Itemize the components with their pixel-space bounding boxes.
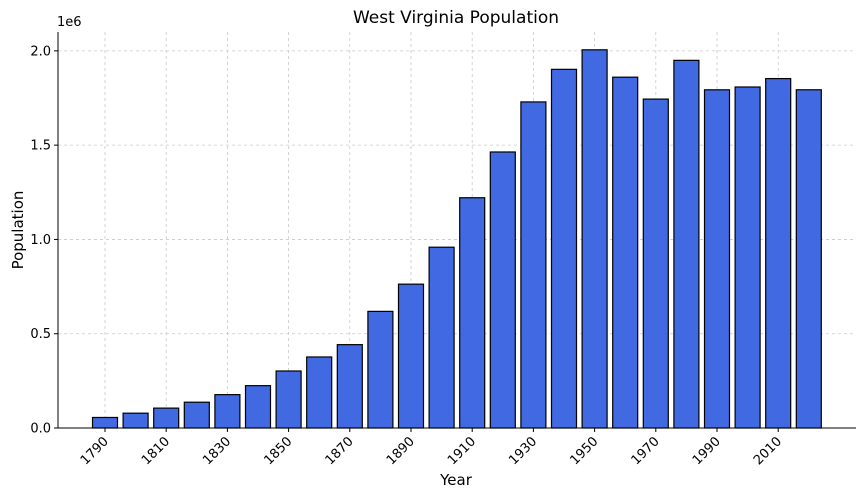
bar-1790 (91, 416, 119, 429)
bar-2010 (765, 77, 792, 429)
bar-1970 (642, 98, 669, 429)
bar-1850 (275, 370, 302, 429)
y-tick-label: 1.5 (30, 139, 51, 154)
x-tick-label: 1930 (506, 434, 540, 468)
bar-1940 (550, 68, 578, 429)
bar-1980 (673, 59, 700, 429)
bar-2020 (795, 89, 822, 429)
x-tick-label: 1830 (200, 434, 234, 468)
bar-1840 (244, 385, 272, 429)
bar-1870 (336, 344, 363, 429)
y-axis-label: Population (9, 191, 27, 270)
chart-title: West Virginia Population (353, 8, 559, 28)
x-tick-label: 1870 (323, 434, 357, 468)
bar-1900 (428, 246, 455, 429)
y-tick-label: 1.0 (30, 233, 51, 248)
x-tick-label: 1790 (78, 434, 112, 468)
x-tick-label: 1850 (261, 434, 295, 468)
y-tick-label: 0.5 (30, 327, 51, 342)
x-tick-label: 1890 (384, 434, 418, 468)
bar-1920 (489, 151, 516, 429)
bar-1830 (214, 394, 241, 429)
bar-1950 (581, 49, 608, 429)
x-tick-label: 2010 (751, 434, 785, 468)
bar-1820 (183, 401, 210, 429)
bar-1810 (153, 407, 180, 429)
bar-1800 (122, 412, 149, 429)
bar-1880 (367, 310, 394, 429)
bar-1860 (306, 356, 333, 429)
x-tick-label: 1990 (690, 434, 724, 468)
y-tick-label: 0.0 (30, 422, 51, 437)
bar-2000 (734, 86, 761, 429)
bars (91, 49, 822, 429)
x-tick-label: 1950 (567, 434, 601, 468)
x-ticks: 1790 1810 1830 1850 1870 1890 1910 1930 1950 1970… (78, 428, 785, 468)
y-ticks: 0.0 0.5 1.0 1.5 2.0 (30, 44, 58, 437)
x-tick-label: 1970 (629, 434, 663, 468)
axes (57, 32, 856, 429)
x-tick-label: 1910 (445, 434, 479, 468)
y-tick-label: 2.0 (30, 44, 51, 59)
y-scale-label: 1e6 (57, 15, 82, 30)
x-axis-label: Year (439, 471, 473, 489)
bar-1960 (612, 76, 639, 429)
x-tick-label: 1810 (139, 434, 173, 468)
bar-1910 (459, 197, 486, 429)
bar-1890 (397, 283, 425, 429)
bar-1930 (520, 101, 547, 429)
bar-1990 (703, 89, 731, 429)
